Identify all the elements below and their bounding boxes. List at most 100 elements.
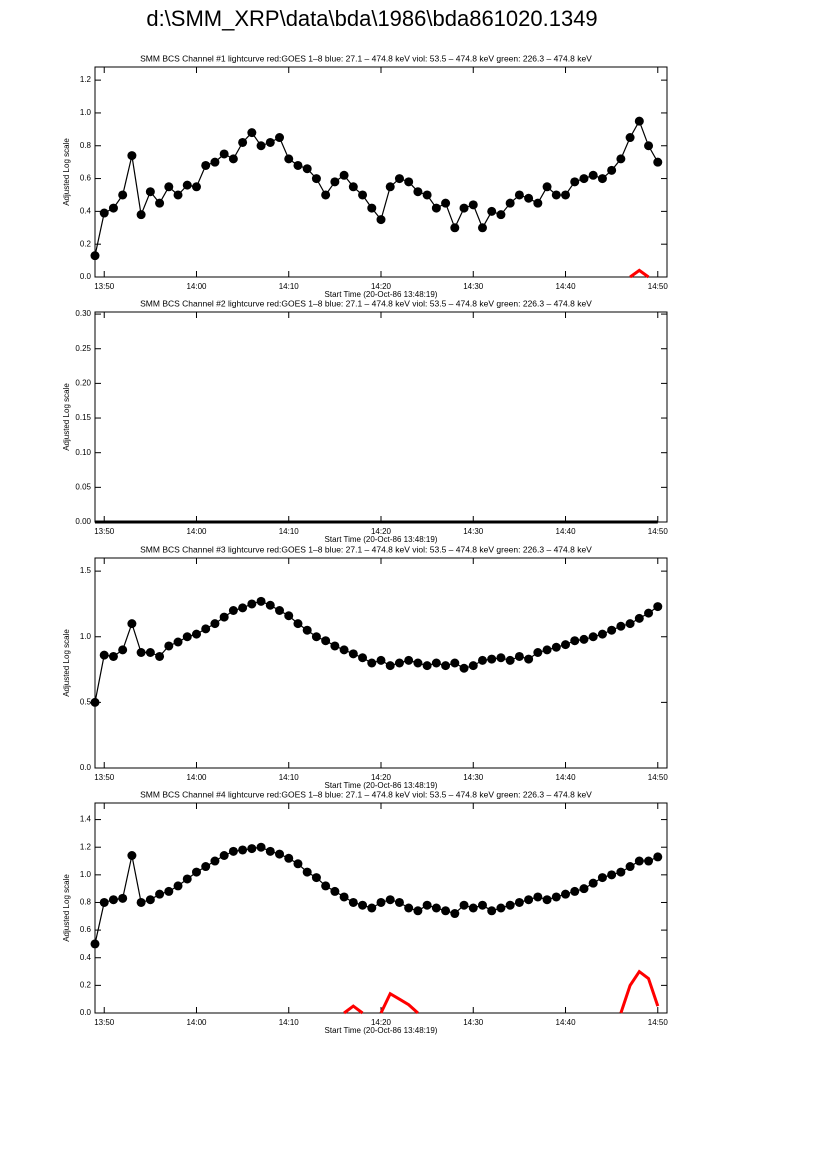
data-point — [293, 619, 303, 629]
data-point — [99, 208, 109, 218]
data-point — [265, 846, 275, 856]
data-point — [118, 190, 128, 200]
y-tick-label: 1.5 — [80, 566, 92, 575]
data-point — [468, 200, 478, 210]
x-tick-label: 14:40 — [556, 527, 577, 536]
data-point — [256, 596, 266, 606]
x-tick-label: 14:10 — [279, 282, 300, 291]
data-point — [570, 886, 580, 896]
data-point — [275, 849, 285, 859]
data-point — [514, 651, 524, 661]
data-point — [348, 182, 358, 192]
y-tick-label: 0.4 — [80, 953, 92, 962]
data-point — [533, 198, 543, 208]
y-tick-label: 0.5 — [80, 697, 92, 706]
data-point — [339, 892, 349, 902]
data-point — [339, 645, 349, 655]
data-point — [367, 658, 377, 668]
x-tick-label: 14:30 — [463, 282, 484, 291]
data-point — [597, 174, 607, 184]
data-point — [579, 884, 589, 894]
data-point — [164, 182, 174, 192]
chart-title: SMM BCS Channel #4 lightcurve red:GOES 1… — [140, 789, 592, 799]
data-point — [644, 608, 654, 618]
data-point — [533, 892, 543, 902]
y-tick-label: 0.2 — [80, 239, 92, 248]
data-point — [468, 903, 478, 913]
data-point — [155, 198, 165, 208]
data-point — [228, 606, 238, 615]
data-point — [293, 160, 303, 170]
data-point — [524, 895, 534, 905]
data-point — [477, 655, 487, 665]
x-tick-label: 14:10 — [279, 773, 300, 782]
data-point — [570, 177, 580, 187]
y-tick-label: 0.6 — [80, 925, 92, 934]
x-axis-label: Start Time (20-Oct-86 13:48:19) — [325, 781, 438, 790]
data-point — [496, 653, 506, 663]
data-point — [431, 903, 441, 913]
data-point — [311, 174, 321, 184]
y-tick-label: 0.4 — [80, 206, 92, 215]
data-point — [275, 606, 285, 615]
page-title: d:\SMM_XRP\data\bda\1986\bda861020.1349 — [146, 6, 597, 31]
data-point — [108, 895, 118, 905]
data-point — [450, 223, 460, 233]
data-point — [634, 116, 644, 126]
data-point — [477, 900, 487, 910]
data-point — [358, 900, 368, 910]
x-axis-label: Start Time (20-Oct-86 13:48:19) — [325, 1026, 438, 1035]
data-point — [108, 203, 118, 213]
y-axis-label: Adjusted Log scale — [62, 629, 71, 697]
data-point — [173, 190, 183, 200]
data-point — [653, 852, 663, 862]
data-point — [99, 650, 109, 660]
x-axis-label: Start Time (20-Oct-86 13:48:19) — [325, 290, 438, 299]
data-point — [551, 892, 561, 902]
data-point — [173, 637, 183, 647]
data-point — [330, 886, 340, 896]
x-tick-label: 14:30 — [463, 1018, 484, 1027]
x-tick-label: 13:50 — [94, 282, 115, 291]
data-point — [524, 654, 534, 664]
data-point — [588, 170, 598, 180]
data-point — [219, 851, 229, 860]
data-point — [634, 613, 644, 623]
data-point — [302, 164, 312, 174]
data-point — [561, 640, 571, 650]
data-point — [561, 190, 571, 200]
x-tick-label: 14:50 — [648, 1018, 669, 1027]
data-point — [505, 198, 515, 208]
data-point — [127, 619, 137, 629]
data-point — [431, 203, 441, 213]
x-tick-label: 14:50 — [648, 527, 669, 536]
data-point — [625, 619, 635, 629]
data-point — [505, 900, 515, 910]
y-tick-label: 0.05 — [75, 482, 91, 491]
data-point — [570, 636, 580, 646]
data-point — [441, 906, 451, 916]
data-point — [145, 187, 155, 197]
chart-title: SMM BCS Channel #1 lightcurve red:GOES 1… — [140, 53, 592, 63]
data-point — [321, 636, 331, 646]
data-point — [173, 881, 183, 891]
data-point — [422, 661, 432, 671]
data-point — [90, 939, 100, 949]
x-tick-label: 14:40 — [556, 1018, 577, 1027]
data-point — [238, 845, 248, 855]
x-tick-label: 14:00 — [186, 1018, 207, 1027]
data-point — [228, 154, 238, 164]
data-point — [127, 151, 137, 161]
data-point — [330, 177, 340, 187]
x-tick-label: 14:50 — [648, 282, 669, 291]
x-tick-label: 14:40 — [556, 282, 577, 291]
data-point — [431, 658, 441, 668]
data-point — [136, 897, 146, 907]
data-point — [191, 867, 201, 877]
y-tick-label: 0.15 — [75, 413, 91, 422]
data-point — [118, 893, 128, 903]
data-point — [616, 867, 626, 877]
data-point — [155, 889, 165, 899]
data-point — [404, 177, 414, 187]
plot-frame — [94, 802, 668, 1014]
